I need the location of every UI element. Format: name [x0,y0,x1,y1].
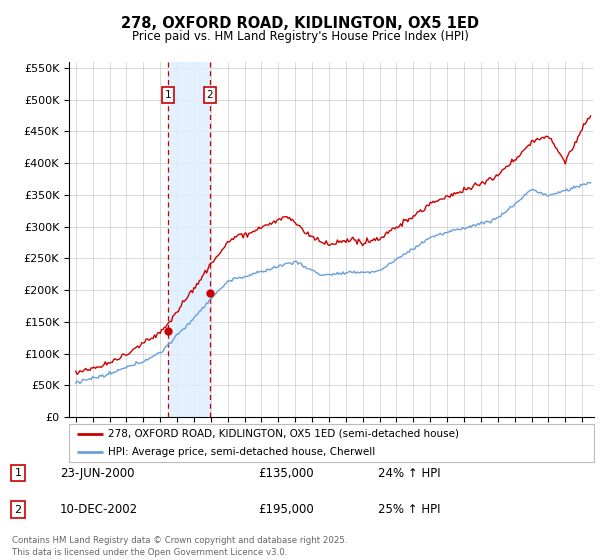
Text: 2: 2 [206,90,213,100]
Text: 25% ↑ HPI: 25% ↑ HPI [378,503,440,516]
Text: £135,000: £135,000 [258,466,314,480]
Text: 24% ↑ HPI: 24% ↑ HPI [378,466,440,480]
Text: 278, OXFORD ROAD, KIDLINGTON, OX5 1ED (semi-detached house): 278, OXFORD ROAD, KIDLINGTON, OX5 1ED (s… [109,429,460,439]
Text: 10-DEC-2002: 10-DEC-2002 [60,503,138,516]
Text: HPI: Average price, semi-detached house, Cherwell: HPI: Average price, semi-detached house,… [109,447,376,457]
Bar [168,62,210,417]
Text: Price paid vs. HM Land Registry's House Price Index (HPI): Price paid vs. HM Land Registry's House … [131,30,469,43]
Text: 278, OXFORD ROAD, KIDLINGTON, OX5 1ED: 278, OXFORD ROAD, KIDLINGTON, OX5 1ED [121,16,479,31]
Text: 1: 1 [165,90,172,100]
Text: Contains HM Land Registry data © Crown copyright and database right 2025.
This d: Contains HM Land Registry data © Crown c… [12,536,347,557]
Text: 2: 2 [14,505,22,515]
Text: £195,000: £195,000 [258,503,314,516]
Text: 23-JUN-2000: 23-JUN-2000 [60,466,134,480]
Text: 1: 1 [14,468,22,478]
